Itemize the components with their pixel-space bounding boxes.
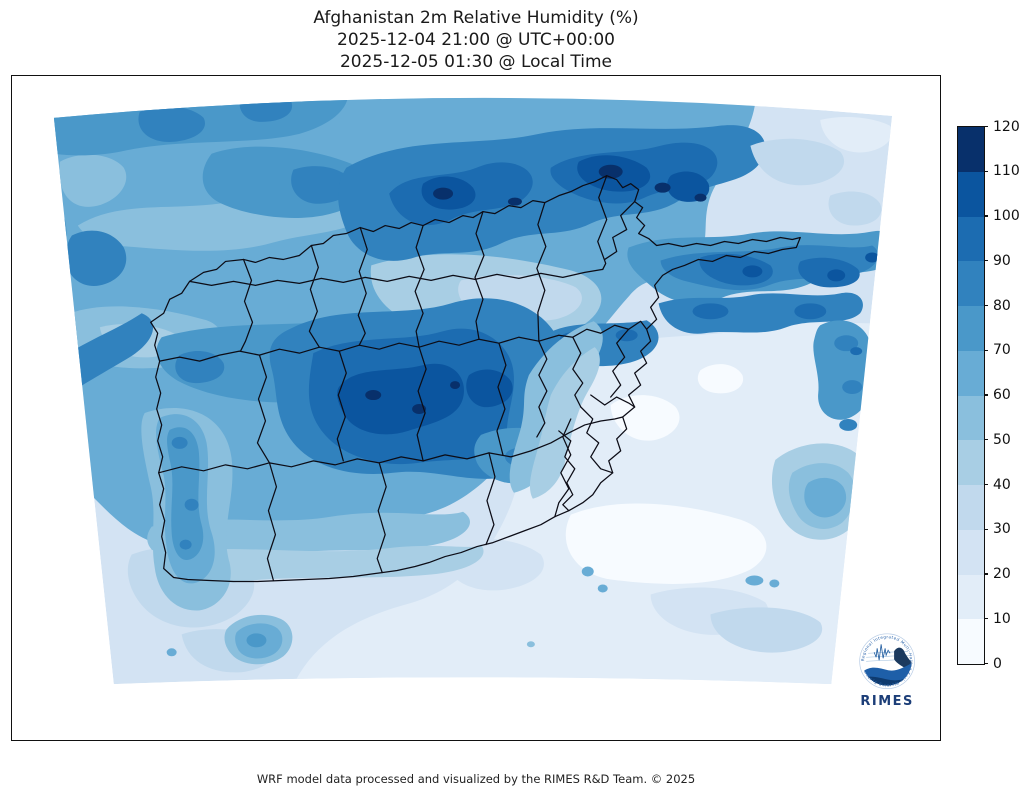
- colorbar-segment: [958, 619, 984, 664]
- colorbar-segment: [958, 485, 984, 530]
- rimes-logo: Regional Integrated Multi-Hazard Early W…: [859, 633, 915, 709]
- tick-mark: [984, 662, 988, 665]
- tick-mark: [984, 618, 988, 620]
- tick-mark: [984, 170, 988, 172]
- footer-credit: WRF model data processed and visualized …: [256, 772, 696, 786]
- seismogram-icon: [873, 644, 891, 661]
- colorbar-segment: [958, 306, 984, 351]
- figure-title: Afghanistan 2m Relative Humidity (%) 202…: [11, 7, 941, 73]
- tick-mark: [984, 125, 988, 128]
- title-line-1: Afghanistan 2m Relative Humidity (%): [313, 8, 639, 28]
- map-axes: Regional Integrated Multi-Hazard Early W…: [11, 75, 941, 741]
- tick-mark: [984, 573, 988, 575]
- colorbar-segment: [958, 216, 984, 262]
- humidity-map: Regional Integrated Multi-Hazard Early W…: [53, 97, 915, 709]
- title-line-2: 2025-12-04 21:00 @ UTC+00:00: [337, 30, 615, 50]
- colorbar-segment: [958, 171, 984, 217]
- tick-mark: [984, 439, 988, 441]
- tick-mark: [984, 304, 988, 307]
- rimes-logo-wordmark: RIMES: [860, 694, 913, 709]
- tick-mark: [984, 215, 988, 217]
- tick-mark: [984, 483, 988, 486]
- colorbar-segment: [958, 350, 984, 396]
- colorbar-segment: [958, 529, 984, 575]
- title-line-3: 2025-12-05 01:30 @ Local Time: [339, 52, 613, 72]
- colorbar-segment: [958, 395, 984, 441]
- province-boundaries: [150, 175, 801, 583]
- colorbar-segment: [958, 127, 984, 172]
- tick-mark: [984, 260, 988, 262]
- tick-mark: [984, 349, 988, 351]
- colorbar-segment: [958, 440, 984, 485]
- humidity-contours: [53, 97, 893, 685]
- tick-mark: [984, 528, 988, 530]
- tick-mark: [984, 394, 988, 396]
- colorbar-segment: [958, 574, 984, 620]
- colorbar-ticks: 120 110 100 90 80 70 60 50 40 30 20 10 0: [984, 120, 1030, 671]
- colorbar-segments: [957, 126, 985, 665]
- colorbar-segment: [958, 261, 984, 306]
